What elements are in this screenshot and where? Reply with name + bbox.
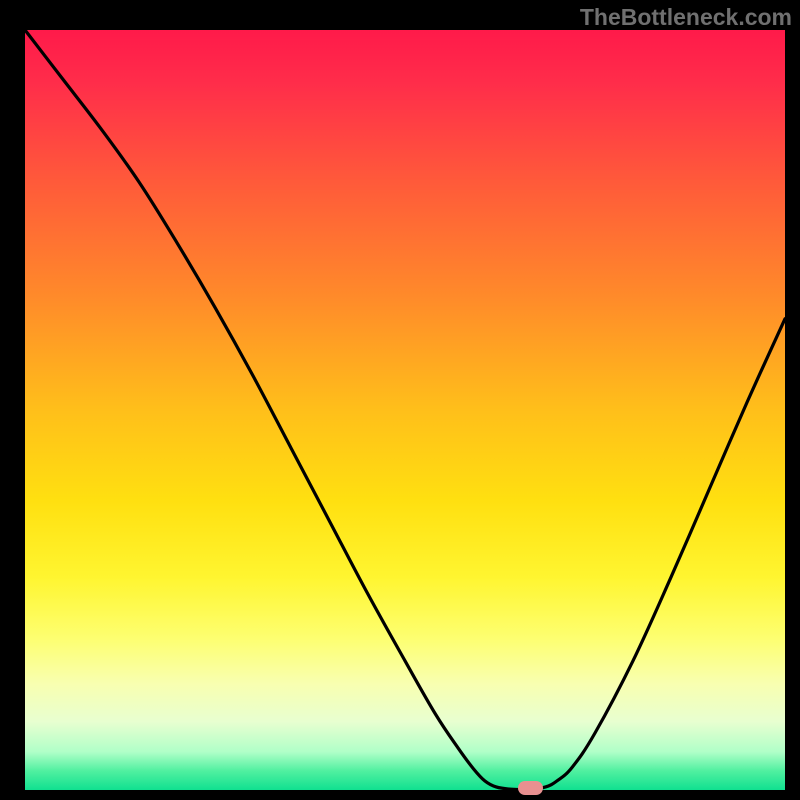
chart-container: TheBottleneck.com <box>0 0 800 800</box>
bottleneck-curve <box>25 30 785 790</box>
optimal-point-marker <box>518 781 543 795</box>
curve-layer <box>25 30 785 790</box>
plot-area <box>25 30 785 790</box>
watermark-text: TheBottleneck.com <box>580 4 792 31</box>
